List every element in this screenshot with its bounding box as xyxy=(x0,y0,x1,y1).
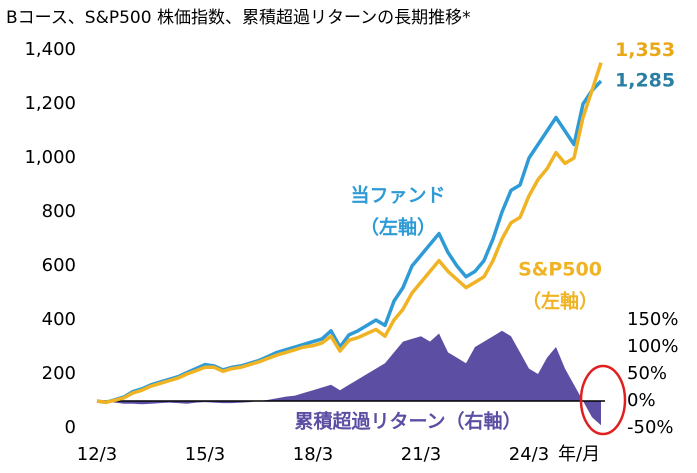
y-tick-label: 0 xyxy=(65,417,76,438)
end-label: 1,285 xyxy=(615,70,675,92)
x-tick-label: 15/3 xyxy=(185,444,225,465)
highlight-ellipse xyxy=(579,364,627,436)
y-tick-label: 800 xyxy=(42,201,76,222)
y2-tick-label: 50% xyxy=(627,363,667,384)
y-tick-label: 400 xyxy=(42,309,76,330)
series-label-sub: （左軸） xyxy=(360,216,436,239)
series-line xyxy=(96,79,603,405)
end-label: 1,353 xyxy=(615,39,675,61)
y-tick-label: 600 xyxy=(42,255,76,276)
y-tick-label: 1,000 xyxy=(24,147,76,168)
x-tick-label: 12/3 xyxy=(77,444,117,465)
x-tick-label: 24/3 xyxy=(509,444,549,465)
y-tick-label: 1,200 xyxy=(24,93,76,114)
y2-tick-label: -50% xyxy=(627,417,674,438)
series-label: S&P500 xyxy=(518,259,602,281)
series-line xyxy=(96,62,603,405)
y2-tick-label: 0% xyxy=(627,390,656,411)
series-label-sub: （左軸） xyxy=(522,290,598,313)
y2-tick-label: 100% xyxy=(627,336,678,357)
series-label: 累積超過リターン（右軸） xyxy=(294,410,521,433)
y-tick-label: 200 xyxy=(42,363,76,384)
x-axis-label: 年/月 xyxy=(558,444,600,465)
series-label: 当ファンド xyxy=(350,184,445,207)
y2-tick-label: 150% xyxy=(627,309,678,330)
x-tick-label: 21/3 xyxy=(401,444,441,465)
chart-title: Bコース、S&P500 株価指数、累積超過リターンの長期推移* xyxy=(6,8,471,28)
y-tick-label: 1,400 xyxy=(24,39,76,60)
x-tick-label: 18/3 xyxy=(293,444,333,465)
